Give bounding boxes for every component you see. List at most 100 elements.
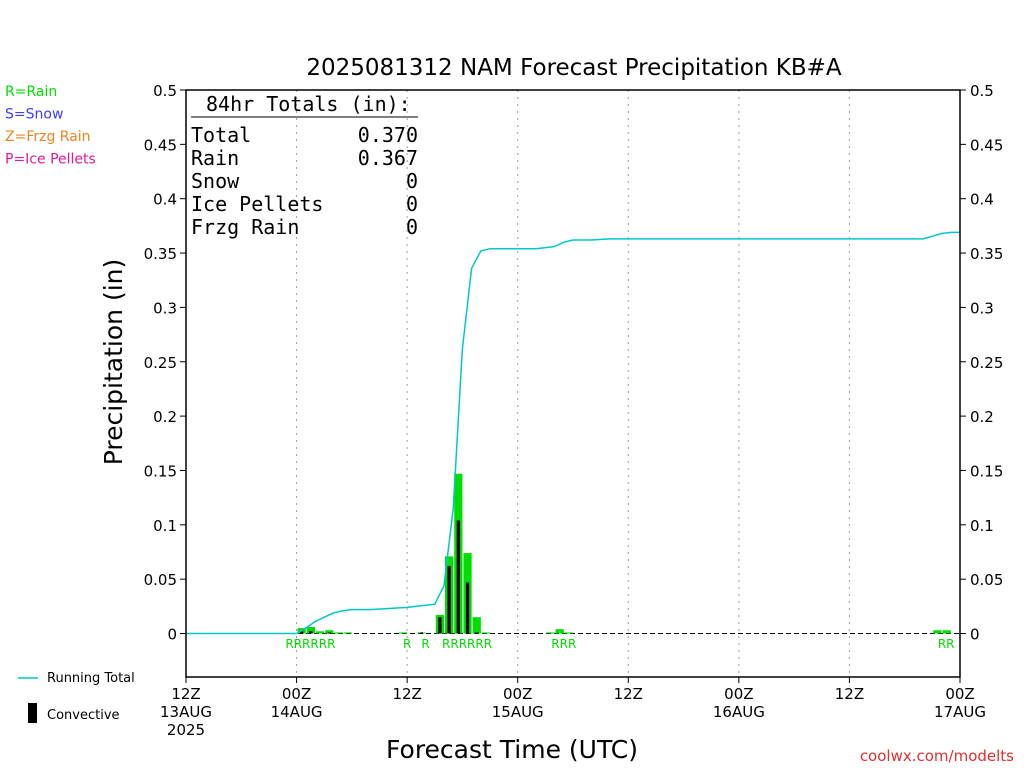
convective-bar (438, 617, 442, 634)
rain-bar (472, 617, 481, 634)
y-tick-label: 0.15 (144, 462, 177, 480)
convective-bar (327, 632, 331, 634)
totals-value: 0.367 (358, 146, 418, 170)
y-tick-label-right: 0.15 (970, 462, 1003, 480)
y-tick-label: 0.4 (153, 191, 177, 209)
convective-bar (456, 520, 460, 634)
totals-label: Ice Pellets (191, 192, 323, 216)
y-axis-right: 0 0.05 0.1 0.15 0.2 0.25 0.3 0.35 0.4 0.45 0.5 (960, 82, 1003, 644)
chart-title: 2025081312 NAM Forecast Precipitation KB… (306, 55, 842, 81)
rain-bar (555, 629, 564, 634)
rain-bar (942, 630, 951, 634)
convective-swatch (28, 703, 37, 723)
y-axis-label: Precipitation (in) (99, 259, 128, 466)
x-tick-label: 14AUG (271, 703, 323, 721)
totals-label: Snow (191, 169, 240, 193)
ptype-label: R (403, 637, 411, 651)
y-tick-label-right: 0.5 (970, 82, 994, 100)
y-tick-label: 0.2 (153, 408, 177, 426)
ptype-label: RRR (551, 637, 576, 651)
y-tick-label: 0.05 (144, 571, 177, 589)
rain-bar (481, 632, 491, 634)
totals-label: Total (191, 123, 251, 147)
rain-bar (334, 632, 343, 634)
ptype-label: R (421, 637, 429, 651)
ptype-label: RR (938, 637, 955, 651)
totals-label: Rain (191, 146, 239, 170)
rain-bar (306, 626, 315, 634)
x-tick-label: 13AUG (160, 703, 212, 721)
ptype-legend-item: S=Snow (5, 107, 63, 123)
rain-bar (564, 632, 573, 634)
x-tick-label: 12Z (392, 685, 421, 703)
plot-frame (185, 89, 961, 678)
totals-value: 0 (406, 169, 418, 193)
x-tick-label: 12Z (614, 685, 643, 703)
totals-box: 84hr Totals (in): Total 0.370 Rain 0.367 Snow… (191, 92, 418, 239)
grid-lines (186, 90, 960, 677)
ptype-legend-item: R=Rain (5, 84, 57, 100)
ptype-legend-item: Z=Frzg Rain (5, 129, 91, 145)
precip-bars (297, 473, 951, 634)
x-tick-label: 12Z (171, 685, 200, 703)
x-tick-label: 15AUG (492, 703, 544, 721)
rain-bar (546, 632, 555, 634)
x-axis-label: Forecast Time (UTC) (386, 735, 638, 764)
convective-bar (447, 566, 451, 634)
totals-label: Frzg Rain (191, 215, 299, 239)
ptype-legend-item: P=Ice Pellets (5, 152, 96, 168)
y-tick-label: 0 (167, 626, 177, 644)
rain-bar (343, 632, 352, 634)
x-tick-label: 00Z (503, 685, 532, 703)
y-tick-label-right: 0.45 (970, 136, 1003, 154)
ptype-label: RRRRRR (442, 637, 492, 651)
rain-bar (325, 630, 334, 634)
y-tick-label: 0.45 (144, 136, 177, 154)
series-legend: Running Total Convective (18, 671, 135, 723)
convective-bar (419, 632, 424, 634)
convective-legend-label: Convective (47, 708, 120, 723)
totals-value: 0.370 (358, 123, 418, 147)
ptype-labels: RRRRRR R R RRRRRR RRR RR (285, 637, 954, 651)
convective-bar (465, 582, 470, 634)
ptype-label: RRRRRR (285, 637, 335, 651)
totals-value: 0 (406, 215, 418, 239)
x-tick-label: 17AUG (934, 703, 986, 721)
y-tick-label: 0.1 (153, 517, 177, 535)
convective-bar (475, 632, 479, 634)
convective-bar (309, 631, 313, 634)
credit-text: coolwx.com/modelts (860, 747, 1014, 765)
y-tick-label: 0.3 (153, 299, 177, 317)
totals-value: 0 (406, 192, 418, 216)
x-tick-label: 00Z (282, 685, 311, 703)
y-tick-label-right: 0.3 (970, 299, 994, 317)
y-tick-label-right: 0.4 (970, 191, 994, 209)
y-tick-label: 0.5 (153, 82, 177, 100)
y-tick-label-right: 0.35 (970, 245, 1003, 263)
y-tick-label-right: 0.25 (970, 354, 1003, 372)
rain-bar (398, 632, 408, 634)
ptype-legend: R=Rain S=Snow Z=Frzg Rain P=Ice Pellets (5, 84, 96, 168)
x-tick-label: 16AUG (713, 703, 765, 721)
running-total-legend-label: Running Total (47, 671, 135, 686)
running-total-line (186, 231, 960, 635)
rain-bar (933, 630, 942, 634)
y-tick-label-right: 0.1 (970, 517, 994, 535)
y-tick-label-right: 0 (970, 626, 980, 644)
x-tick-label: 00Z (945, 685, 974, 703)
convective-bar (300, 631, 304, 634)
y-tick-label-right: 0.2 (970, 408, 994, 426)
totals-heading: 84hr Totals (in): (206, 92, 411, 116)
y-tick-label: 0.35 (144, 245, 177, 263)
x-tick-label: 12Z (835, 685, 864, 703)
plot-border (185, 89, 961, 678)
rain-bar (316, 631, 325, 634)
x-tick-label: 2025 (167, 721, 205, 739)
y-axis-left: 0 0.05 0.1 0.15 0.2 0.25 0.3 0.35 0.4 0.45 0.5 (144, 82, 186, 644)
y-tick-label: 0.25 (144, 354, 177, 372)
running-total-layer (186, 231, 960, 635)
x-tick-label: 00Z (724, 685, 753, 703)
y-tick-label-right: 0.05 (970, 571, 1003, 589)
